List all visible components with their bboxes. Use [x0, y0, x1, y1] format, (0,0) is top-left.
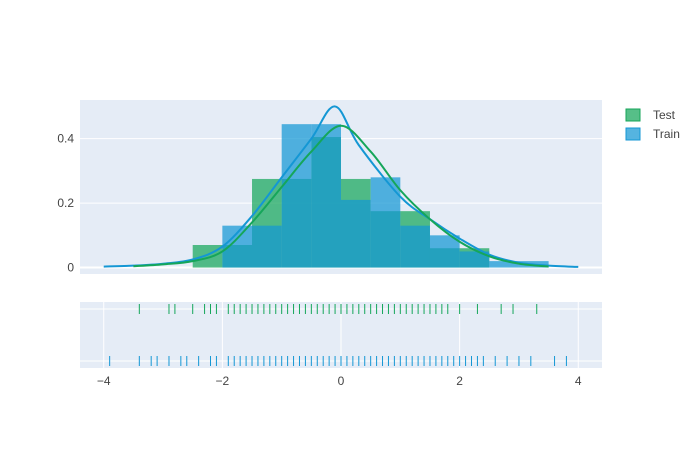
- y-tick-label: 0.4: [57, 132, 74, 146]
- x-axis-ticks: −4 −2 0 2 4: [97, 374, 582, 388]
- legend-swatch: [625, 108, 641, 122]
- kde-curves: [103, 105, 579, 268]
- histogram-bar: [459, 251, 490, 268]
- x-tick-label: 2: [456, 374, 463, 388]
- kde-line-train: [103, 105, 579, 268]
- main-plot-area: 0 0.2 0.4: [57, 100, 602, 275]
- y-axis-ticks: 0 0.2 0.4: [57, 132, 74, 275]
- rug-plot-area: −4 −2 0 2 4: [80, 302, 602, 388]
- kde-line-test: [133, 124, 549, 268]
- histogram-bar: [400, 225, 430, 268]
- legend[interactable]: Test Train: [625, 108, 680, 141]
- x-tick-label: 0: [338, 374, 345, 388]
- legend-label: Train: [653, 127, 680, 141]
- x-tick-label: 4: [575, 374, 582, 388]
- legend-label: Test: [653, 108, 676, 122]
- histogram-bar: [489, 261, 519, 268]
- histogram-bar: [429, 235, 460, 268]
- histogram-bar: [281, 124, 312, 268]
- y-tick-label: 0: [67, 261, 74, 275]
- legend-swatch: [625, 127, 641, 141]
- legend-item-test[interactable]: Test: [625, 108, 676, 122]
- histogram-bars: [192, 124, 549, 268]
- legend-item-train[interactable]: Train: [625, 127, 680, 141]
- x-tick-label: −2: [216, 374, 230, 388]
- rug-marks: [109, 304, 567, 366]
- x-tick-label: −4: [97, 374, 111, 388]
- histogram-bar: [311, 124, 341, 268]
- histogram-bar: [252, 225, 282, 268]
- y-tick-label: 0.2: [57, 196, 74, 210]
- histogram-bar: [341, 199, 371, 268]
